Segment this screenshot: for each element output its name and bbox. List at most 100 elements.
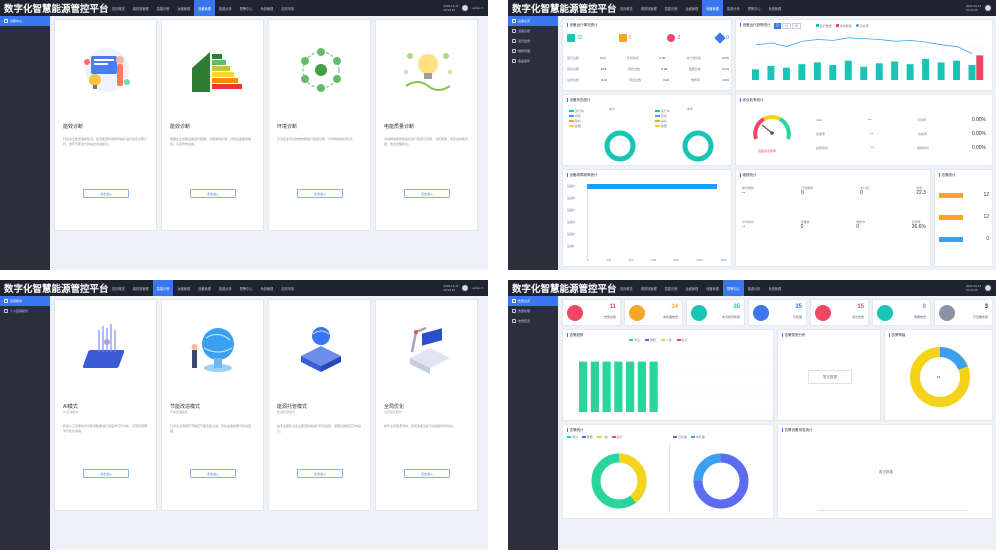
avatar[interactable] <box>985 285 991 291</box>
nav-item[interactable]: 碳排放管理 <box>132 6 149 11</box>
nav-item[interactable]: 运维管理 <box>177 286 191 291</box>
nav-item-active[interactable]: 预警中心 <box>722 280 744 296</box>
tab-year[interactable]: 年 <box>792 23 802 29</box>
sidebar-item-app-mode[interactable]: 应用模式 <box>0 296 50 306</box>
nav-item[interactable]: 能源分析 <box>218 286 232 291</box>
nav-item[interactable]: 首页概览 <box>620 286 633 291</box>
overview-row: 完好台数 12.8 待修台数 0.00 报废台数 0.0% <box>567 63 729 74</box>
sidebar-item[interactable]: 运行监测 <box>508 36 558 46</box>
tab-month[interactable]: 月 <box>782 23 792 29</box>
row-value: 8.14 <box>601 77 607 82</box>
nav-item[interactable]: 首页概览 <box>620 6 633 11</box>
tab-day[interactable]: 日 <box>774 23 782 29</box>
sidebar-item-diagnosis[interactable]: 诊断中心 <box>0 16 50 26</box>
nav-item-active[interactable]: 智能诊断 <box>152 280 174 296</box>
nav-item[interactable]: 系统管理 <box>768 6 782 11</box>
mode-card: 全局优化 全局优化模式 统筹全局能源流向，实现多能互补与系统级协同优化。 点击进… <box>375 299 478 511</box>
user-menu[interactable]: admin ▾ <box>472 286 483 290</box>
nav-item[interactable]: 系统管理 <box>260 286 274 291</box>
main-nav: 首页概览 碳排放管理 智能诊断 运维管理 设备管理 预警中心 能源分析 系统管理 <box>616 280 966 296</box>
sidebar-item[interactable]: 设备台账 <box>508 26 558 36</box>
sidebar-item[interactable]: 告警处理 <box>508 306 558 316</box>
nav-item[interactable]: 预警中心 <box>747 6 761 11</box>
nav-item[interactable]: 设备管理 <box>706 286 719 291</box>
alarm-bar <box>649 361 658 412</box>
row-value: 0.0% <box>722 77 729 82</box>
sidebar-item-personal-mode[interactable]: 个人应用模式 <box>0 306 50 316</box>
enter-button[interactable]: 点击进入 <box>404 469 450 478</box>
sidebar-item[interactable]: 设备总览 <box>508 16 558 26</box>
stat-label: 本月维修 <box>742 186 755 190</box>
axis-tick: 1000 <box>696 258 703 262</box>
nav-item[interactable]: 碳排放管理 <box>132 286 149 291</box>
row-value: -- <box>870 145 875 151</box>
nav-item-active[interactable]: 设备管理 <box>702 0 723 16</box>
legend-swatch <box>596 436 601 438</box>
row-label: OEE <box>816 118 823 122</box>
sidebar-item[interactable]: 告警配置 <box>508 316 558 326</box>
alarm-icon <box>691 305 707 321</box>
nav-item[interactable]: 能源分析 <box>726 6 740 11</box>
nav-item[interactable]: 设备管理 <box>198 286 211 291</box>
nav-item[interactable]: 预警中心 <box>239 6 253 11</box>
user-menu[interactable]: admin ▾ <box>472 6 483 10</box>
legend-item: 一般 <box>596 435 608 439</box>
legend-label: 待机 <box>574 114 581 118</box>
maint-bottom-row: 平均时长 -- 待维修 0 维修中 0 完成率 36.6% <box>742 220 926 230</box>
gauge-panel: 综合效率统计 设备综合效率 OEE -- 可用率 0.00% 性能率 -- 合格率 0.… <box>735 94 993 166</box>
nav-item[interactable]: 碳排放管理 <box>640 6 657 11</box>
enter-button[interactable]: 点击进入 <box>190 189 236 198</box>
nav-item[interactable]: 应用市场 <box>281 286 294 291</box>
stat-label: 未处理告警 <box>662 315 678 319</box>
legend-swatch <box>655 110 660 112</box>
datetime: 2023-10-11 10:23:45 <box>966 284 981 292</box>
enter-button[interactable]: 点击进入 <box>297 469 343 478</box>
nav-item-active[interactable]: 设备管理 <box>194 0 215 16</box>
nav-item[interactable]: 能源分析 <box>747 286 761 291</box>
legend-label: 运行数量 <box>819 24 832 28</box>
legend-item: 运行中 <box>569 109 584 113</box>
stat-standby: 5 <box>618 32 631 44</box>
nav-item[interactable]: 智能诊断 <box>664 6 678 11</box>
legend-swatch <box>581 436 586 438</box>
enter-button[interactable]: 点击进入 <box>404 189 450 198</box>
row-label: 运行台数 <box>567 55 580 60</box>
row-value: 0.00 <box>659 55 666 60</box>
date-text: 2023-10-11 <box>443 4 459 8</box>
bar-running <box>829 65 837 80</box>
nav-item[interactable]: 系统管理 <box>260 6 274 11</box>
enter-button[interactable]: 点击进入 <box>83 189 129 198</box>
nav-item[interactable]: 首页概览 <box>112 286 125 291</box>
card-grid: 能效诊断 针对企业能源消耗情况，结合能源利用效率指标进行综合诊断分析，发现节能潜… <box>54 19 485 267</box>
sidebar-item[interactable]: 备品备件 <box>508 56 558 66</box>
sidebar-item[interactable]: 告警总览 <box>508 296 558 306</box>
stat-label: 紧急告警 <box>851 315 864 319</box>
avatar[interactable] <box>985 5 991 11</box>
nav-item[interactable]: 碳排放管理 <box>640 286 657 291</box>
alarm-trend-panel: 告警趋势 紧急 重要 一般 提示 <box>562 329 774 421</box>
trend-panel: 设备运行趋势统计 日 月 年 运行数量 停机数量 完好率 <box>735 19 993 91</box>
nav-item[interactable]: 系统管理 <box>768 286 782 291</box>
sidebar-item[interactable]: 维修管理 <box>508 46 558 56</box>
alarm-bar <box>579 361 588 412</box>
nav-item[interactable]: 应用市场 <box>281 6 294 11</box>
nav-item[interactable]: 运维管理 <box>177 6 191 11</box>
nav-item[interactable]: 运维管理 <box>685 286 699 291</box>
nav-item[interactable]: 首页概览 <box>112 6 125 11</box>
nav-item[interactable]: 运维管理 <box>685 6 699 11</box>
nav-item[interactable]: 能源分析 <box>218 6 232 11</box>
axis-tick: 0 <box>587 258 589 262</box>
enter-button[interactable]: 点击进入 <box>297 189 343 198</box>
stat-label: 已处理 <box>792 315 802 319</box>
nav-item[interactable]: 预警中心 <box>239 286 253 291</box>
avatar[interactable] <box>462 5 469 11</box>
row-label: 维修率 <box>691 77 701 82</box>
row-value: -- <box>869 131 874 137</box>
time-text: 10:23:45 <box>443 8 456 12</box>
legend-label: 一般 <box>601 435 608 439</box>
nav-item[interactable]: 智能诊断 <box>156 6 170 11</box>
enter-button[interactable]: 点击进入 <box>83 469 129 478</box>
avatar[interactable] <box>462 285 469 291</box>
nav-item[interactable]: 智能诊断 <box>664 286 678 291</box>
enter-button[interactable]: 点击进入 <box>190 469 236 478</box>
